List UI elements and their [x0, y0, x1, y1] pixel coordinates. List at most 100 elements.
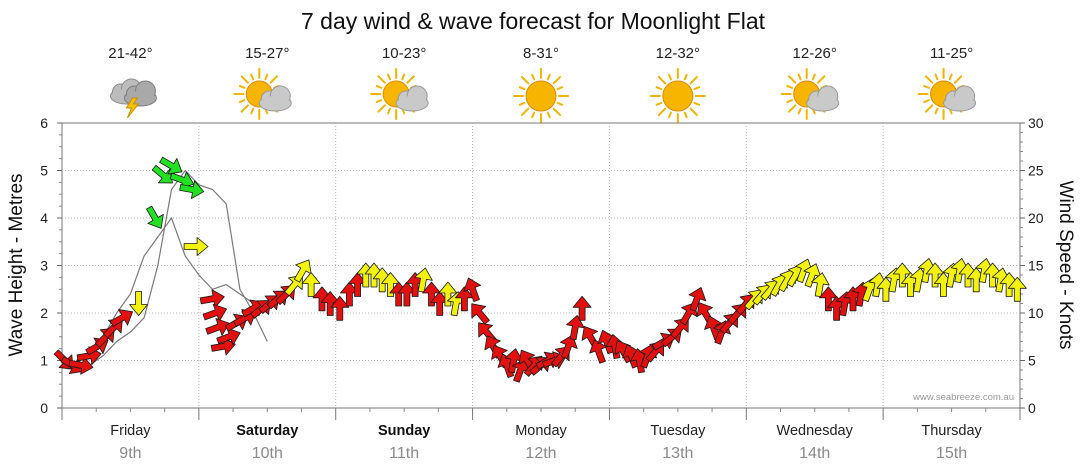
wind-arrow	[129, 291, 149, 316]
wind-arrow	[1007, 276, 1027, 302]
date-label: 10th	[252, 445, 283, 462]
right-tick-label: 20	[1028, 210, 1044, 226]
sun-ray	[655, 86, 663, 91]
wind-arrow	[159, 156, 183, 175]
day-label: Friday	[110, 423, 151, 439]
sun-ray	[689, 75, 698, 85]
right-tick-label: 10	[1028, 305, 1044, 321]
wind-arrow-shape	[146, 205, 164, 229]
wind-arrow-shape	[159, 156, 183, 175]
sun-ray	[406, 75, 415, 84]
right-axis: 0 5 10 15 20 25 30	[1020, 115, 1044, 416]
wind-arrow	[559, 334, 578, 360]
wind-arrow	[183, 237, 209, 256]
sun-ray	[387, 73, 392, 81]
sun-ray	[817, 75, 826, 84]
sun-ray	[655, 101, 663, 106]
sun-ray	[668, 111, 672, 119]
day-label: Thursday	[921, 423, 982, 439]
temperature-range: 10-23°	[382, 45, 426, 62]
sun-ray	[556, 86, 564, 91]
left-tick-label: 0	[40, 400, 48, 416]
right-tick-label: 15	[1028, 258, 1044, 274]
cloud-part	[944, 96, 975, 110]
sun-cloud-icon	[780, 68, 840, 120]
watermark: www.seabreeze.com.au	[912, 392, 1014, 403]
wind-arrow	[572, 295, 592, 321]
left-tick-label: 4	[40, 210, 48, 226]
date-label: 12th	[525, 445, 556, 462]
sun-ray	[788, 104, 797, 113]
sun-ray	[683, 111, 688, 119]
left-tick-label: 1	[40, 353, 48, 369]
sun-ray	[518, 101, 526, 106]
sun-ray	[518, 86, 526, 91]
wind-arrow	[301, 272, 321, 297]
sun-ray	[375, 99, 383, 104]
wind-arrows	[53, 156, 1027, 383]
sun-ray	[924, 75, 934, 84]
temperature-range: 8-31°	[523, 45, 559, 62]
date-label: 11th	[389, 445, 419, 462]
sun-disc	[662, 80, 694, 112]
sun-ray	[788, 75, 797, 84]
sun-ray	[923, 84, 930, 89]
date-label: 15th	[936, 445, 967, 462]
wind-arrow-shape	[151, 164, 173, 184]
wind-arrow-shape	[1007, 276, 1027, 302]
sun-ray	[657, 75, 667, 85]
wind-arrow-shape	[471, 303, 490, 325]
wind-arrow	[179, 180, 205, 199]
storm-cloud-icon	[109, 78, 157, 119]
wind-arrow-shape	[688, 287, 707, 312]
wind-arrow-shape	[572, 295, 592, 321]
sun-ray	[552, 107, 562, 117]
sun-ray	[786, 99, 793, 104]
sun-ray	[269, 75, 278, 84]
temperature-range: 12-26°	[793, 45, 837, 62]
wind-arrow-shape	[414, 267, 433, 293]
date-label: 9th	[119, 445, 141, 462]
sun-ray	[375, 84, 383, 89]
sun-ray	[556, 101, 564, 106]
wind-arrow-shape	[566, 315, 585, 341]
wind-arrow-shape	[811, 272, 830, 298]
cloud-part	[397, 96, 428, 110]
wind-arrow	[146, 205, 164, 229]
sun-ray	[657, 107, 667, 117]
cloud-part	[260, 96, 291, 110]
chart-title: 7 day wind & wave forecast for Moonlight…	[301, 8, 766, 34]
right-tick-label: 5	[1028, 353, 1036, 369]
temperature-range: 21-42°	[108, 45, 152, 62]
wind-arrow-shape	[330, 295, 350, 321]
wind-arrow-shape	[179, 180, 205, 199]
sun-ray	[264, 73, 269, 81]
sun-ray	[948, 73, 953, 81]
right-tick-label: 30	[1028, 115, 1044, 131]
sun-disc	[525, 80, 557, 112]
sun-ray	[689, 107, 698, 117]
sun-ray	[520, 107, 530, 117]
weather-icons	[109, 68, 977, 124]
sun-cloud-icon	[917, 68, 977, 120]
sun-ray	[786, 84, 793, 89]
wind-arrow-shape	[109, 309, 133, 327]
temperature-range: 15-27°	[245, 45, 289, 62]
sun-ray	[693, 101, 701, 106]
right-axis-title: Wind Speed - Knots	[1055, 181, 1076, 350]
left-axis-title: Wave Height - Metres	[6, 173, 27, 356]
date-label: 14th	[799, 445, 830, 462]
sun-ray	[924, 104, 934, 113]
wind-arrow-shape	[438, 281, 458, 307]
sun-ray	[238, 99, 246, 104]
sun-ray	[401, 73, 406, 81]
left-axis: 0 1 2 3 4 5 6	[40, 115, 62, 416]
date-label: 13th	[662, 445, 693, 462]
day-label: Wednesday	[777, 423, 854, 439]
sun-ray	[531, 73, 536, 81]
day-label: Sunday	[378, 423, 430, 439]
sun-cloud-icon	[233, 68, 292, 120]
wind-arrow-shape	[183, 237, 209, 256]
wind-arrow	[463, 277, 482, 303]
sun-icon	[649, 68, 706, 124]
